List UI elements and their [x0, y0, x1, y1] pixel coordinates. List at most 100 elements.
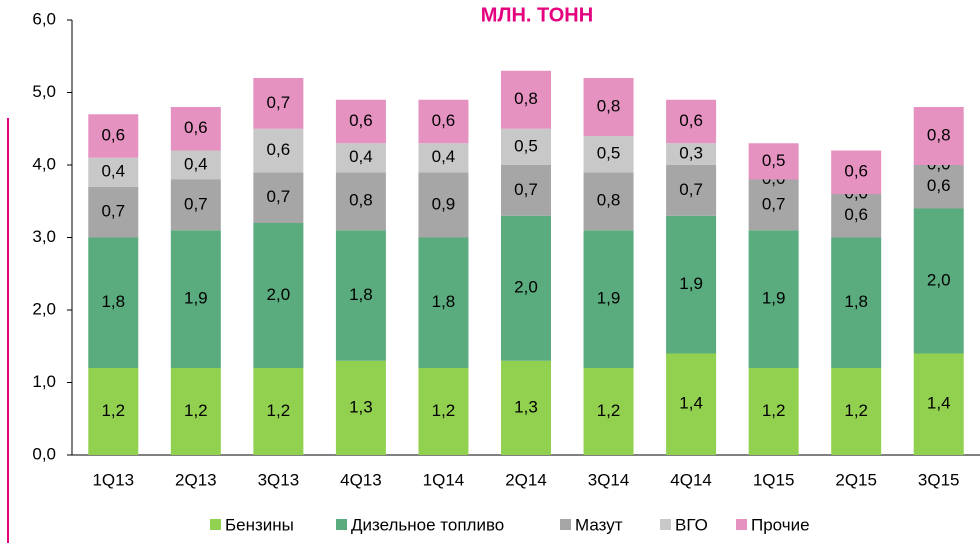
bar-segment [335, 360, 386, 455]
x-tick-label: 1Q15 [753, 470, 795, 489]
data-label: 1,4 [679, 394, 703, 413]
bar-segment [831, 150, 882, 194]
bar-segment [88, 186, 139, 238]
data-label: 0,7 [762, 194, 786, 213]
data-label: 1,4 [927, 394, 951, 413]
data-label: 0,4 [432, 147, 456, 166]
bar-segment [501, 70, 551, 129]
bar-segment [913, 208, 964, 354]
data-label: 0,6 [927, 176, 951, 195]
bar-segment [748, 179, 799, 231]
bar-segment [913, 353, 964, 455]
bar-segment [748, 143, 799, 180]
data-label: 1,9 [597, 289, 621, 308]
data-label: 0,8 [597, 191, 621, 210]
data-label: 2,0 [927, 270, 951, 289]
data-label: 0,6 [184, 118, 208, 137]
data-label: 2,0 [267, 285, 291, 304]
bar-segment [335, 99, 386, 144]
data-label: 1,2 [844, 401, 868, 420]
data-label: 1,8 [432, 292, 456, 311]
data-label: 0,5 [762, 151, 786, 170]
data-label: 0,6 [679, 111, 703, 130]
bar-segment [583, 78, 634, 136]
data-label: 0,8 [597, 96, 621, 115]
legend-label: Бензины [225, 515, 294, 534]
data-label: 0,6 [432, 111, 456, 130]
x-tick-label: 3Q15 [918, 470, 960, 489]
bar-segment [666, 215, 717, 354]
bar-segment [666, 143, 717, 165]
bar-segment [418, 143, 469, 173]
bar-segment [831, 194, 882, 238]
data-label: 0,8 [514, 89, 538, 108]
bar-segment [666, 353, 717, 455]
bar-segment [253, 223, 304, 368]
bar-segment [501, 215, 551, 361]
bar-segment [253, 172, 304, 223]
legend-label: ВГО [675, 515, 708, 534]
bar-segment [170, 150, 221, 180]
data-label: 0,6 [844, 162, 868, 181]
data-label: 0,6 [101, 125, 125, 144]
bar-segment [170, 230, 221, 368]
data-label: 0,7 [679, 180, 703, 199]
x-tick-label: 2Q15 [835, 470, 877, 489]
legend-swatch [660, 519, 671, 530]
x-tick-label: 2Q14 [505, 470, 547, 489]
data-label: 1,2 [267, 401, 291, 420]
bar-segment [335, 172, 386, 231]
bar-segment [666, 99, 717, 144]
y-tick-label: 0,0 [32, 444, 56, 463]
x-tick-label: 4Q13 [340, 470, 382, 489]
data-label: 1,9 [184, 289, 208, 308]
bar-segment [88, 237, 139, 368]
bar-segment [335, 230, 386, 361]
data-label: 0,8 [349, 191, 373, 210]
bar-segment [666, 165, 717, 216]
data-label: 1,8 [101, 292, 125, 311]
bar-segment [583, 230, 634, 368]
data-label: 0,7 [267, 93, 291, 112]
data-label: 1,8 [349, 285, 373, 304]
data-label: 1,3 [349, 397, 373, 416]
data-label: 1,2 [597, 401, 621, 420]
bar-segment [913, 107, 964, 165]
x-tick-label: 3Q14 [588, 470, 630, 489]
x-tick-label: 3Q13 [258, 470, 300, 489]
bar-segment [253, 368, 304, 455]
bar-segment [831, 237, 882, 368]
bar-segment [831, 368, 882, 455]
data-label: 0,7 [184, 194, 208, 213]
data-label: 0,7 [267, 187, 291, 206]
bar-segment [170, 107, 221, 151]
bar-segment [501, 360, 551, 455]
data-label: 0,7 [101, 202, 125, 221]
bar-segment [583, 172, 634, 231]
bar-segment [583, 136, 634, 173]
x-tick-label: 1Q13 [92, 470, 134, 489]
data-label: 0,9 [432, 194, 456, 213]
y-tick-label: 3,0 [32, 227, 56, 246]
y-tick-label: 1,0 [32, 372, 56, 391]
data-label: 1,9 [679, 274, 703, 293]
data-label: 1,2 [184, 401, 208, 420]
bar-segment [748, 230, 799, 368]
data-label: 1,3 [514, 397, 538, 416]
bar-segment [501, 128, 551, 165]
y-tick-label: 2,0 [32, 299, 56, 318]
data-label: 2,0 [514, 278, 538, 297]
bar-segment [583, 368, 634, 455]
legend-label: Мазут [575, 515, 623, 534]
data-label: 0,4 [349, 147, 373, 166]
bar-segment [88, 368, 139, 455]
bar-segment [418, 172, 469, 238]
data-label: 0,8 [927, 125, 951, 144]
data-label: 0,6 [844, 205, 868, 224]
bar-segment [418, 368, 469, 455]
data-label: 0,5 [597, 144, 621, 163]
data-label: 0,7 [514, 180, 538, 199]
bar-segment [418, 99, 469, 144]
bar-segment [913, 165, 964, 209]
